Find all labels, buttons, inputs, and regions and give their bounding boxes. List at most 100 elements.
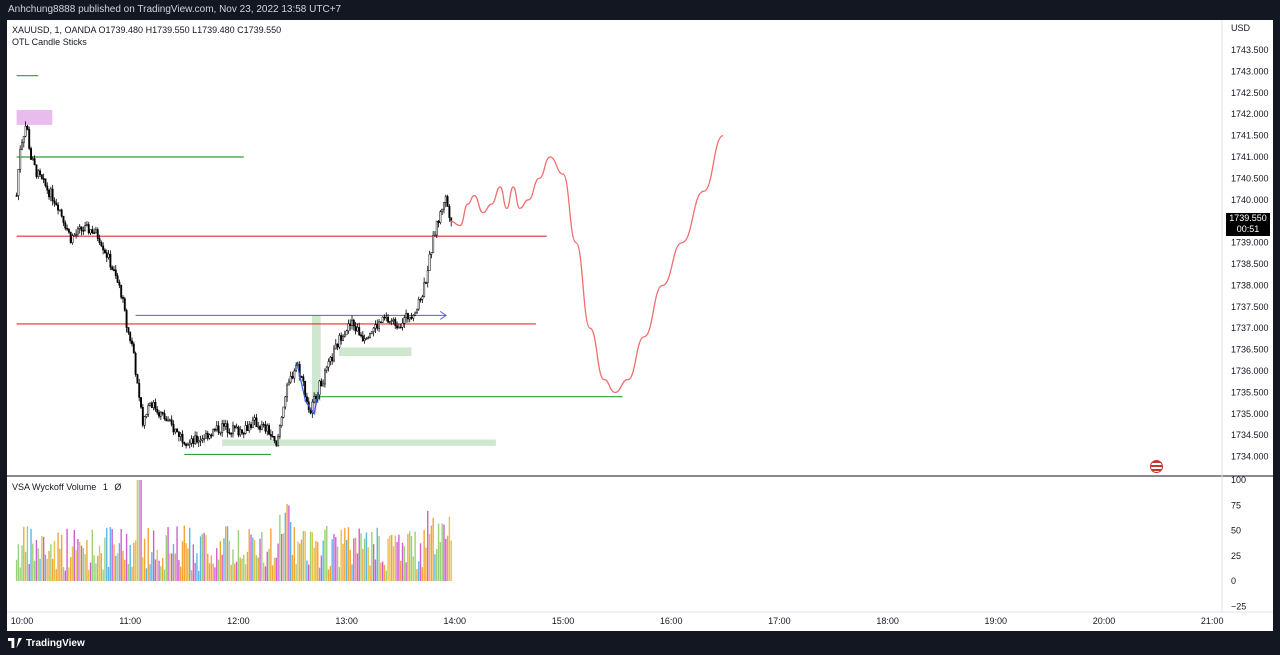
volume-bar[interactable] [190,570,193,581]
candle[interactable] [199,439,202,442]
volume-bar[interactable] [353,538,355,581]
volume-bar[interactable] [156,549,158,581]
volume-bar[interactable] [412,556,415,581]
volume-bar[interactable] [93,555,95,581]
candle[interactable] [109,253,112,268]
volume-bar[interactable] [407,533,409,581]
volume-bar[interactable] [333,534,335,581]
volume-bar[interactable] [55,569,57,581]
candle[interactable] [185,443,188,446]
candle[interactable] [210,434,213,437]
volume-bar[interactable] [378,536,380,581]
volume-bar[interactable] [152,530,155,581]
volume-bar[interactable] [109,527,112,581]
candle[interactable] [73,234,76,237]
green-zone[interactable] [339,347,412,357]
volume-bar[interactable] [232,549,234,581]
candle[interactable] [324,369,326,385]
candle[interactable] [170,419,173,425]
volume-bar[interactable] [17,544,20,581]
volume-bar[interactable] [183,525,185,581]
candle[interactable] [179,433,182,437]
candle[interactable] [188,442,191,446]
volume-bar[interactable] [185,543,187,581]
candle[interactable] [116,275,119,283]
candle[interactable] [46,185,49,191]
candle[interactable] [435,220,438,236]
volume-bar[interactable] [381,561,384,581]
volume-bar[interactable] [129,545,131,581]
candle[interactable] [96,229,99,239]
volume-bar[interactable] [170,553,173,581]
volume-bar[interactable] [243,554,245,581]
volume-bar[interactable] [432,517,434,581]
volume-bar[interactable] [409,531,411,581]
volume-bar[interactable] [380,562,382,581]
volume-bar[interactable] [48,550,50,581]
volume-bar[interactable] [113,544,115,581]
volume-bar[interactable] [51,558,54,581]
chart-area[interactable] [7,20,1273,631]
volume-bar[interactable] [68,567,70,581]
candle[interactable] [412,315,415,319]
volume-bar[interactable] [367,547,369,581]
candle[interactable] [271,435,274,438]
volume-bar[interactable] [297,541,299,581]
candle[interactable] [417,299,420,310]
candle[interactable] [396,325,399,329]
candle[interactable] [282,406,285,418]
candle[interactable] [232,425,234,434]
volume-bar[interactable] [120,528,122,581]
volume-bar[interactable] [161,558,164,581]
candle[interactable] [230,433,233,435]
candle[interactable] [215,425,218,430]
volume-bar[interactable] [167,526,169,581]
candle[interactable] [53,200,56,204]
candle[interactable] [206,432,209,439]
candle[interactable] [287,381,290,386]
volume-bar[interactable] [369,565,371,581]
volume-bar[interactable] [317,542,319,581]
volume-bar[interactable] [35,539,38,581]
volume-bar[interactable] [419,543,422,581]
volume-bar[interactable] [172,544,175,581]
candle[interactable] [85,224,88,226]
volume-bar[interactable] [53,540,56,581]
volume-bar[interactable] [423,529,425,581]
volume-bar[interactable] [41,536,43,581]
candle[interactable] [250,424,252,428]
volume-bar[interactable] [69,557,72,581]
candle[interactable] [259,426,261,430]
volume-bar[interactable] [75,550,77,581]
candle[interactable] [26,125,29,130]
volume-bar[interactable] [349,549,351,581]
volume-bar[interactable] [286,504,288,581]
candle[interactable] [354,325,357,332]
volume-bar[interactable] [181,541,184,581]
volume-bar[interactable] [387,538,389,581]
volume-bar[interactable] [88,569,90,581]
volume-bar[interactable] [427,510,429,581]
candle[interactable] [361,335,364,341]
candle[interactable] [367,337,370,339]
candle[interactable] [40,174,43,179]
volume-bar[interactable] [46,558,48,581]
candle[interactable] [127,327,130,333]
candle[interactable] [204,432,207,439]
volume-bar[interactable] [284,512,286,581]
candle[interactable] [224,423,227,427]
volume-bar[interactable] [253,540,256,581]
volume-bar[interactable] [362,548,364,581]
volume-bar[interactable] [416,569,418,581]
candle[interactable] [35,164,38,177]
volume-bar[interactable] [295,564,297,581]
candle[interactable] [278,425,281,437]
volume-bar[interactable] [329,566,332,581]
candle[interactable] [432,235,435,253]
candle[interactable] [284,396,287,408]
candle[interactable] [311,401,314,414]
volume-bar[interactable] [42,536,45,581]
volume-bar[interactable] [23,526,25,581]
candle[interactable] [62,215,65,224]
candle[interactable] [242,432,245,435]
